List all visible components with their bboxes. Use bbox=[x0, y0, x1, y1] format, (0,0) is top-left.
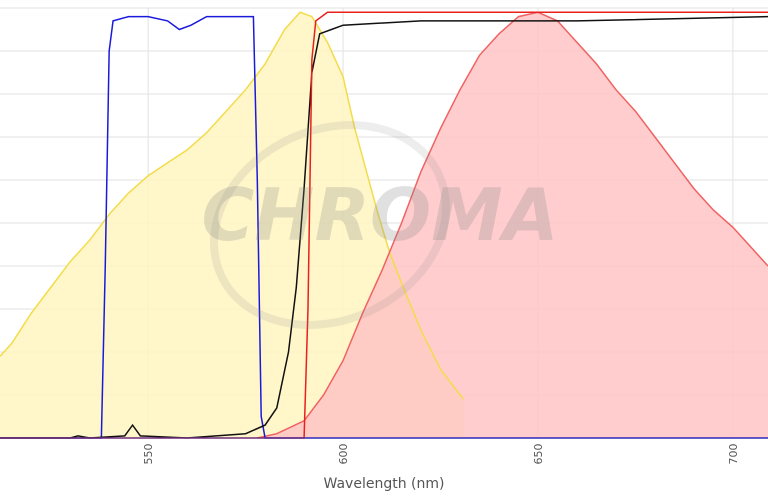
line bbox=[0, 11, 768, 439]
area bbox=[0, 12, 464, 439]
line bbox=[257, 11, 768, 439]
line bbox=[0, 11, 465, 400]
x-tick-label: 700 bbox=[727, 444, 740, 465]
x-axis-label: Wavelength (nm) bbox=[324, 476, 445, 492]
watermark-logo bbox=[210, 121, 450, 329]
x-tick-label: 550 bbox=[142, 444, 155, 465]
x-tick-label: 650 bbox=[532, 444, 545, 465]
line bbox=[0, 15, 768, 439]
watermark: CHROMA bbox=[201, 173, 558, 257]
x-tick-label: 600 bbox=[337, 444, 350, 465]
